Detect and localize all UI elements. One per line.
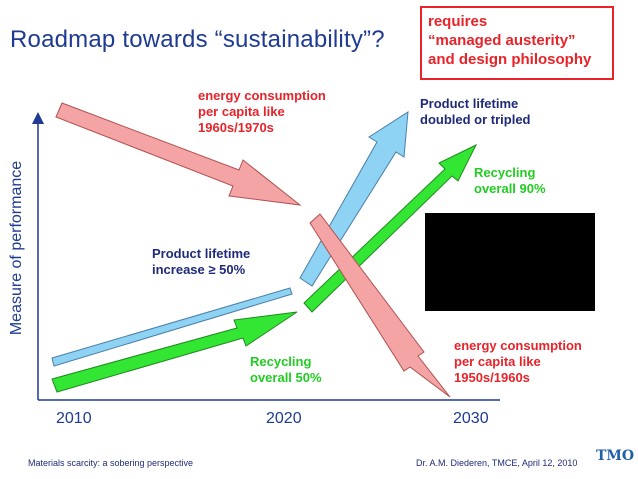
label-product-50-line-1: Product lifetime [152, 246, 251, 261]
label-product-doubled-line-1: Product lifetime [420, 96, 519, 111]
label-energy-1960s-line-3: 1960s/1970s [198, 120, 274, 135]
label-product-50: Product lifetime increase ≥ 50% [152, 246, 250, 278]
label-recycling-90-line-2: overall 90% [474, 181, 546, 196]
tmo-logo: TMO [596, 448, 635, 464]
energy-arrow-1 [55, 102, 302, 206]
x-tick-2020: 2020 [266, 410, 302, 427]
label-energy-1960s-line-2: per capita like [198, 104, 285, 119]
y-axis-label: Measure of performance [8, 160, 25, 336]
footer-left: Materials scarcity: a sobering perspecti… [28, 458, 194, 468]
label-energy-1950s: energy consumption per capita like 1950s… [454, 338, 582, 386]
label-energy-1950s-line-3: 1950s/1960s [454, 370, 530, 385]
label-energy-1950s-line-1: energy consumption [454, 338, 582, 353]
x-tick-2030: 2030 [453, 410, 489, 427]
label-energy-1960s-line-1: energy consumption [198, 88, 326, 103]
label-recycling-50-line-2: overall 50% [250, 370, 322, 385]
label-product-doubled-line-2: doubled or tripled [420, 112, 531, 127]
footer-right: Dr. A.M. Diederen, TMCE, April 12, 2010 [416, 458, 578, 468]
slide-title: Roadmap towards “sustainability”? [10, 26, 385, 53]
recycling-arrow-1 [51, 311, 298, 393]
redacted-box [425, 213, 595, 311]
label-recycling-90-line-1: Recycling [474, 165, 536, 180]
label-energy-1950s-line-2: per capita like [454, 354, 541, 369]
label-product-50-line-2: increase ≥ 50% [152, 262, 246, 277]
callout-line-2: “managed austerity” [428, 32, 576, 49]
label-recycling-90: Recycling overall 90% [474, 165, 546, 197]
callout-line-3: and design philosophy [428, 51, 592, 68]
callout-line-1: requires [428, 13, 488, 30]
callout-box: requires “managed austerity” and design … [420, 6, 614, 80]
product-lifetime-arrow-1 [51, 287, 293, 367]
x-tick-2010: 2010 [56, 410, 92, 427]
label-recycling-50: Recycling overall 50% [250, 354, 322, 386]
label-recycling-50-line-1: Recycling [250, 354, 312, 369]
label-energy-1960s: energy consumption per capita like 1960s… [198, 88, 326, 136]
energy-arrow-2 [309, 213, 451, 398]
label-product-doubled: Product lifetime doubled or tripled [420, 96, 531, 128]
